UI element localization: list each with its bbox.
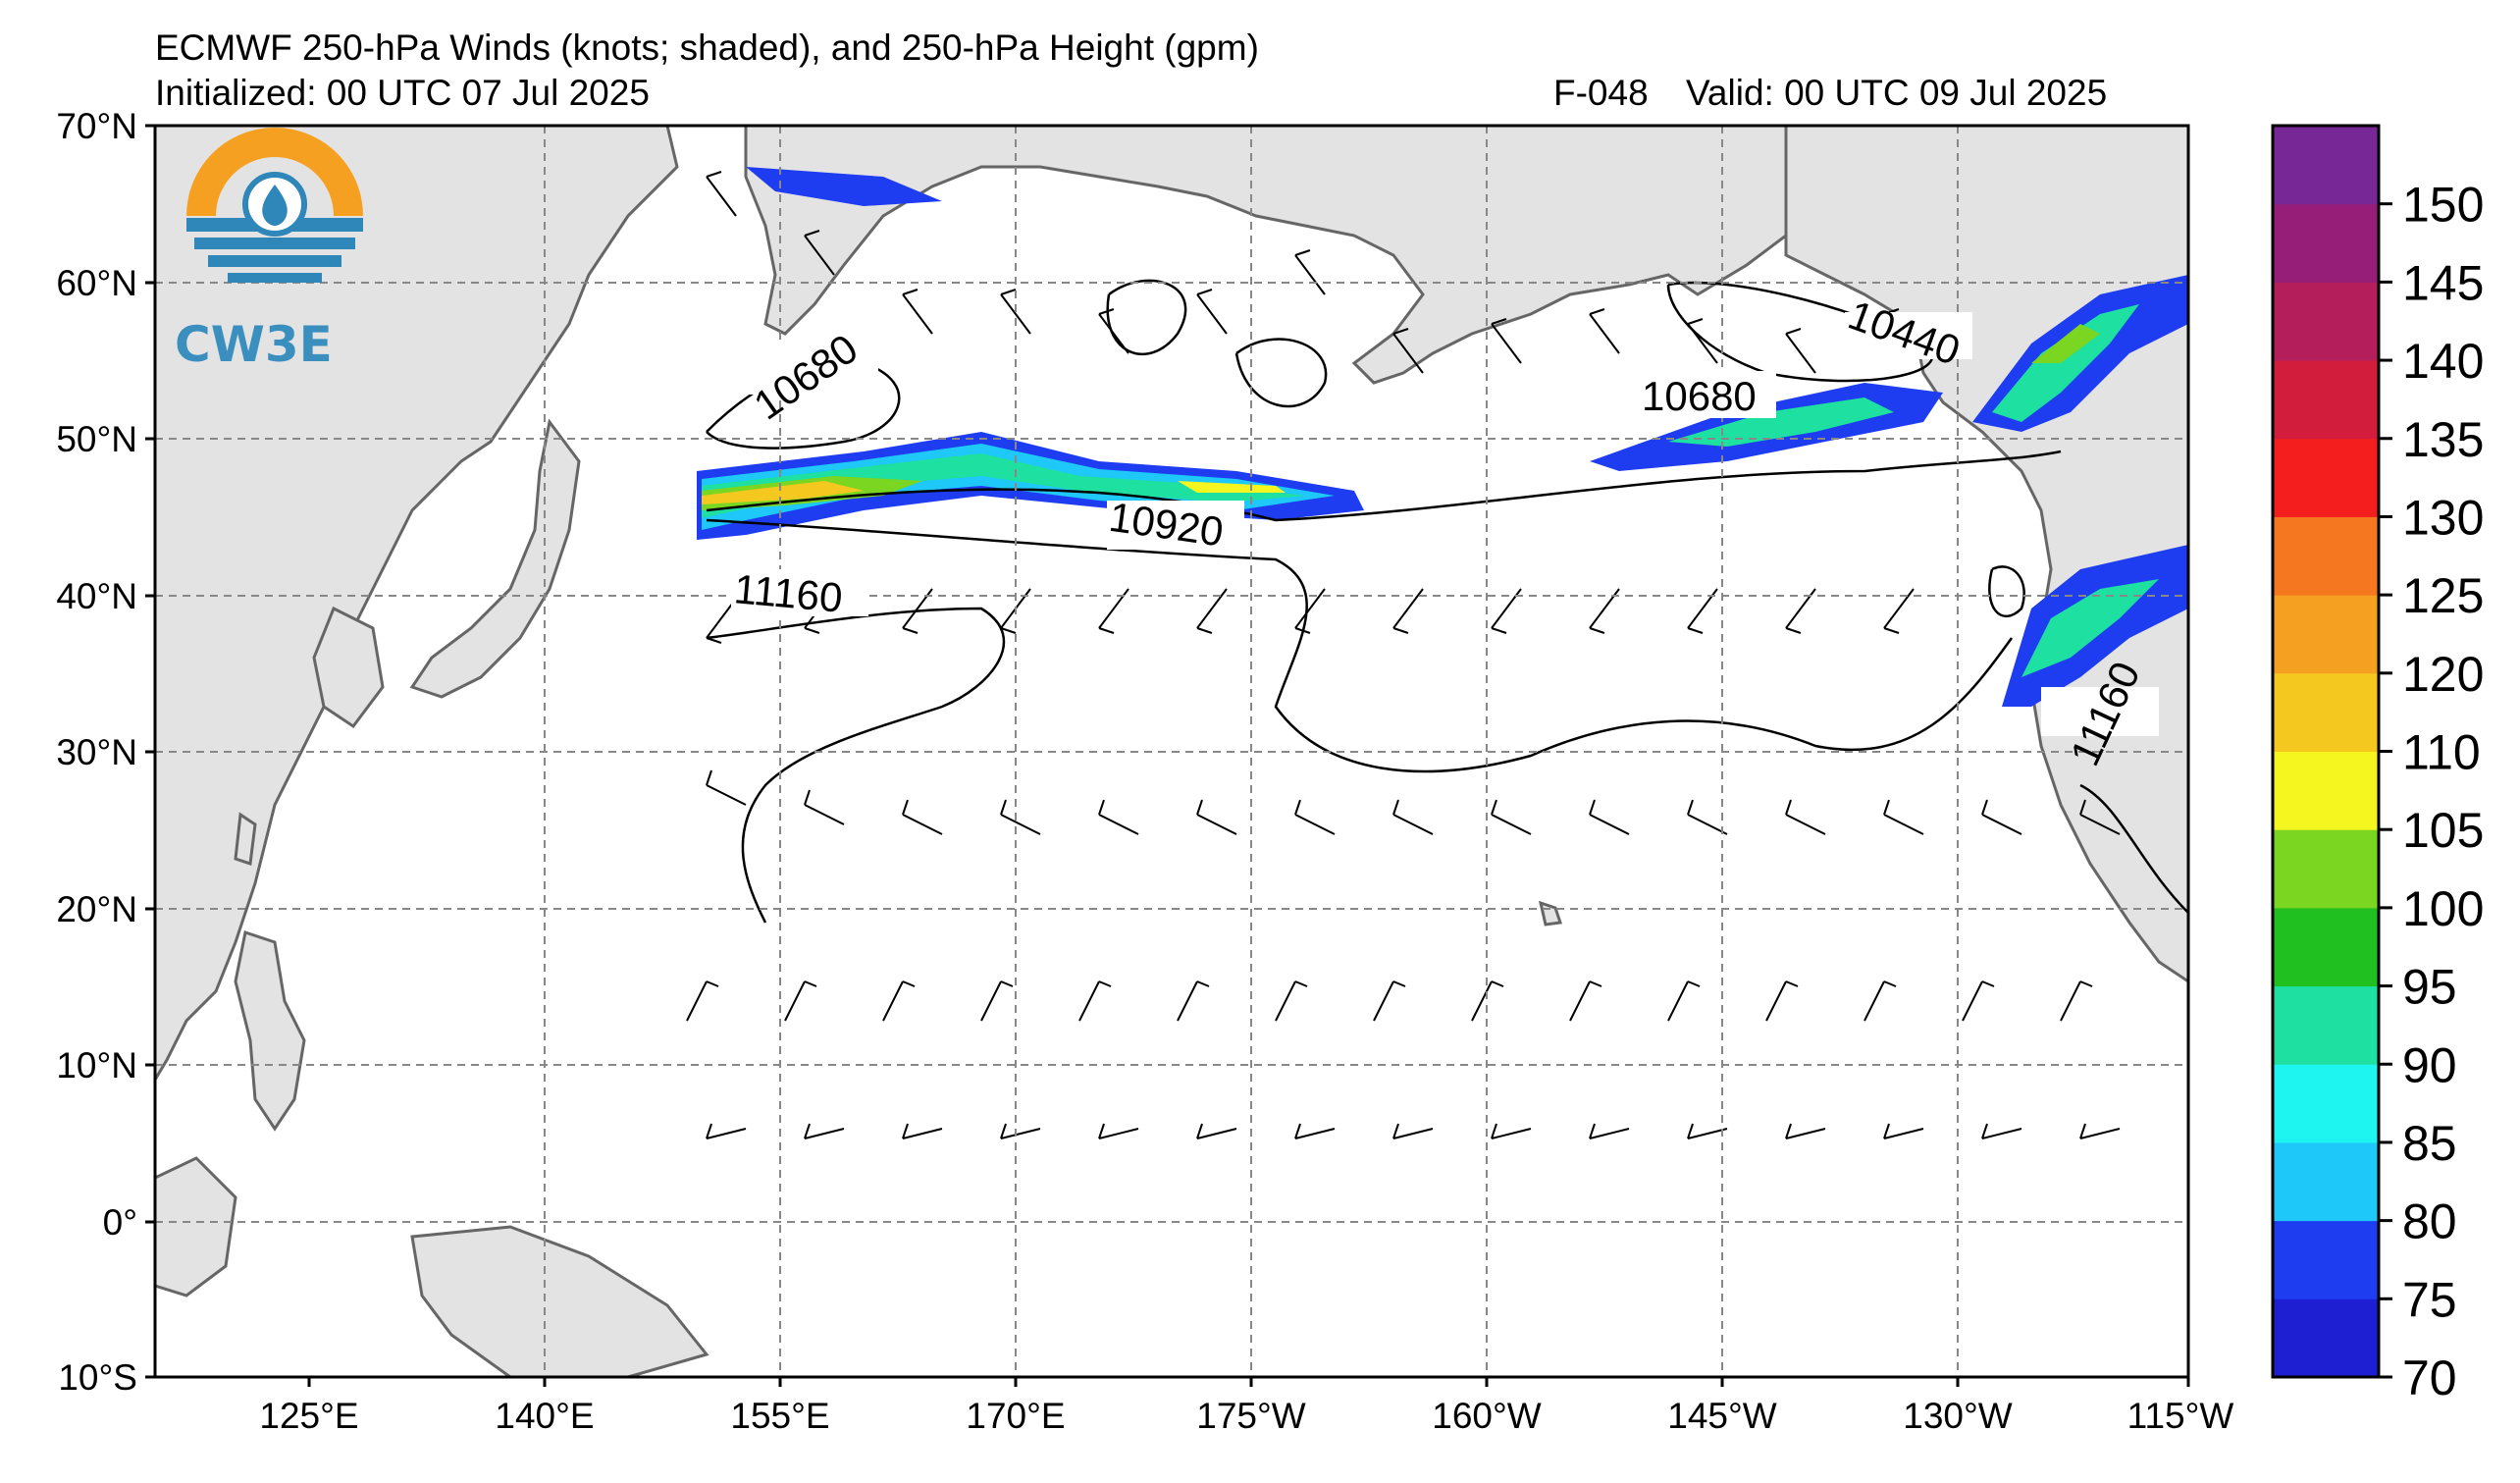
colorbar-tick-label: 120 — [2402, 647, 2484, 702]
colorbar-tick-label: 125 — [2402, 568, 2484, 623]
land-philippines — [234, 930, 306, 1132]
lat-label: 20°N — [56, 889, 137, 929]
lon-label: 155°E — [730, 1396, 829, 1436]
colorbar-swatch — [2273, 985, 2379, 1065]
latitude-axis — [145, 124, 155, 1379]
colorbar-tick-label: 110 — [2402, 725, 2481, 780]
colorbar-swatch — [2273, 672, 2379, 752]
lat-label: 10°N — [56, 1045, 137, 1086]
lon-label: 125°E — [259, 1396, 358, 1436]
lon-label: 175°W — [1196, 1396, 1306, 1436]
colorbar-swatch — [2273, 360, 2379, 440]
logo-sun-arc-icon — [186, 128, 363, 216]
lon-label: 160°W — [1432, 1396, 1542, 1436]
colorbar-tick-label: 90 — [2402, 1037, 2457, 1092]
colorbar-tick-label: 85 — [2402, 1116, 2457, 1171]
land-alaska — [744, 126, 1788, 385]
valid-time: Valid: 00 UTC 09 Jul 2025 — [1686, 73, 2108, 113]
forecast-hour: F-048 — [1553, 73, 1649, 113]
colorbar-tick-label: 95 — [2402, 960, 2457, 1015]
lon-label: 140°E — [495, 1396, 594, 1436]
lat-label: 0° — [103, 1202, 137, 1243]
land-borneo — [155, 1156, 237, 1298]
colorbar-tick-label: 105 — [2402, 803, 2484, 858]
lat-label: 10°S — [58, 1357, 137, 1398]
colorbar-swatch — [2273, 907, 2379, 987]
colorbar-swatch — [2273, 282, 2379, 361]
colorbar-swatch — [2273, 203, 2379, 283]
colorbar-swatch — [2273, 595, 2379, 674]
colorbar-swatch — [2273, 751, 2379, 830]
logo-text: CW3E — [175, 316, 333, 373]
chart-title: ECMWF 250-hPa Winds (knots; shaded), and… — [155, 27, 1259, 68]
colorbar-tick-label: 100 — [2402, 881, 2484, 936]
colorbar-tick-label: 145 — [2402, 255, 2484, 310]
land-new-guinea — [410, 1225, 709, 1377]
initialized-time: Initialized: 00 UTC 07 Jul 2025 — [155, 73, 650, 113]
lon-label: 115°W — [2127, 1396, 2234, 1436]
colorbar: 70 75 80 85 90 95 100 105 110 120 125 130 135 140 145 1… — [2271, 124, 2484, 1405]
wind-barbs — [686, 171, 2121, 1139]
colorbar-swatch — [2273, 829, 2379, 909]
colorbar-swatch — [2273, 1298, 2379, 1378]
colorbar-tick-label: 130 — [2402, 490, 2484, 545]
lon-label: 145°W — [1667, 1396, 1777, 1436]
lon-label: 170°E — [966, 1396, 1065, 1436]
colorbar-tick-label: 140 — [2402, 334, 2484, 389]
land-taiwan — [234, 812, 257, 867]
colorbar-swatch — [2273, 1220, 2379, 1299]
lat-label: 50°N — [56, 419, 137, 459]
lat-label: 40°N — [56, 576, 137, 616]
colorbar-swatch — [2273, 438, 2379, 517]
water-drop-lightning-icon — [262, 185, 288, 226]
colorbar-swatch — [2273, 1141, 2379, 1222]
cw3e-logo: CW3E — [175, 128, 363, 373]
lat-label: 70°N — [56, 106, 137, 146]
longitude-axis — [307, 1377, 2190, 1387]
colorbar-tick-label: 70 — [2402, 1351, 2457, 1405]
land-asia — [155, 126, 679, 1083]
graticule — [155, 126, 2188, 1377]
colorbar-tick-label: 75 — [2402, 1272, 2457, 1327]
lon-label: 130°W — [1903, 1396, 2013, 1436]
land-korea — [312, 606, 385, 729]
lat-label: 30°N — [56, 732, 137, 772]
colorbar-tick-label: 135 — [2402, 412, 2484, 467]
lat-label: 60°N — [56, 263, 137, 303]
colorbar-swatch — [2273, 516, 2379, 596]
colorbar-swatch — [2273, 126, 2379, 205]
contour-label: 11160 — [732, 565, 844, 620]
contour-label: 10680 — [1642, 373, 1757, 419]
colorbar-swatch — [2273, 1064, 2379, 1143]
colorbar-tick-label: 80 — [2402, 1194, 2457, 1249]
colorbar-tick-label: 150 — [2402, 178, 2484, 233]
